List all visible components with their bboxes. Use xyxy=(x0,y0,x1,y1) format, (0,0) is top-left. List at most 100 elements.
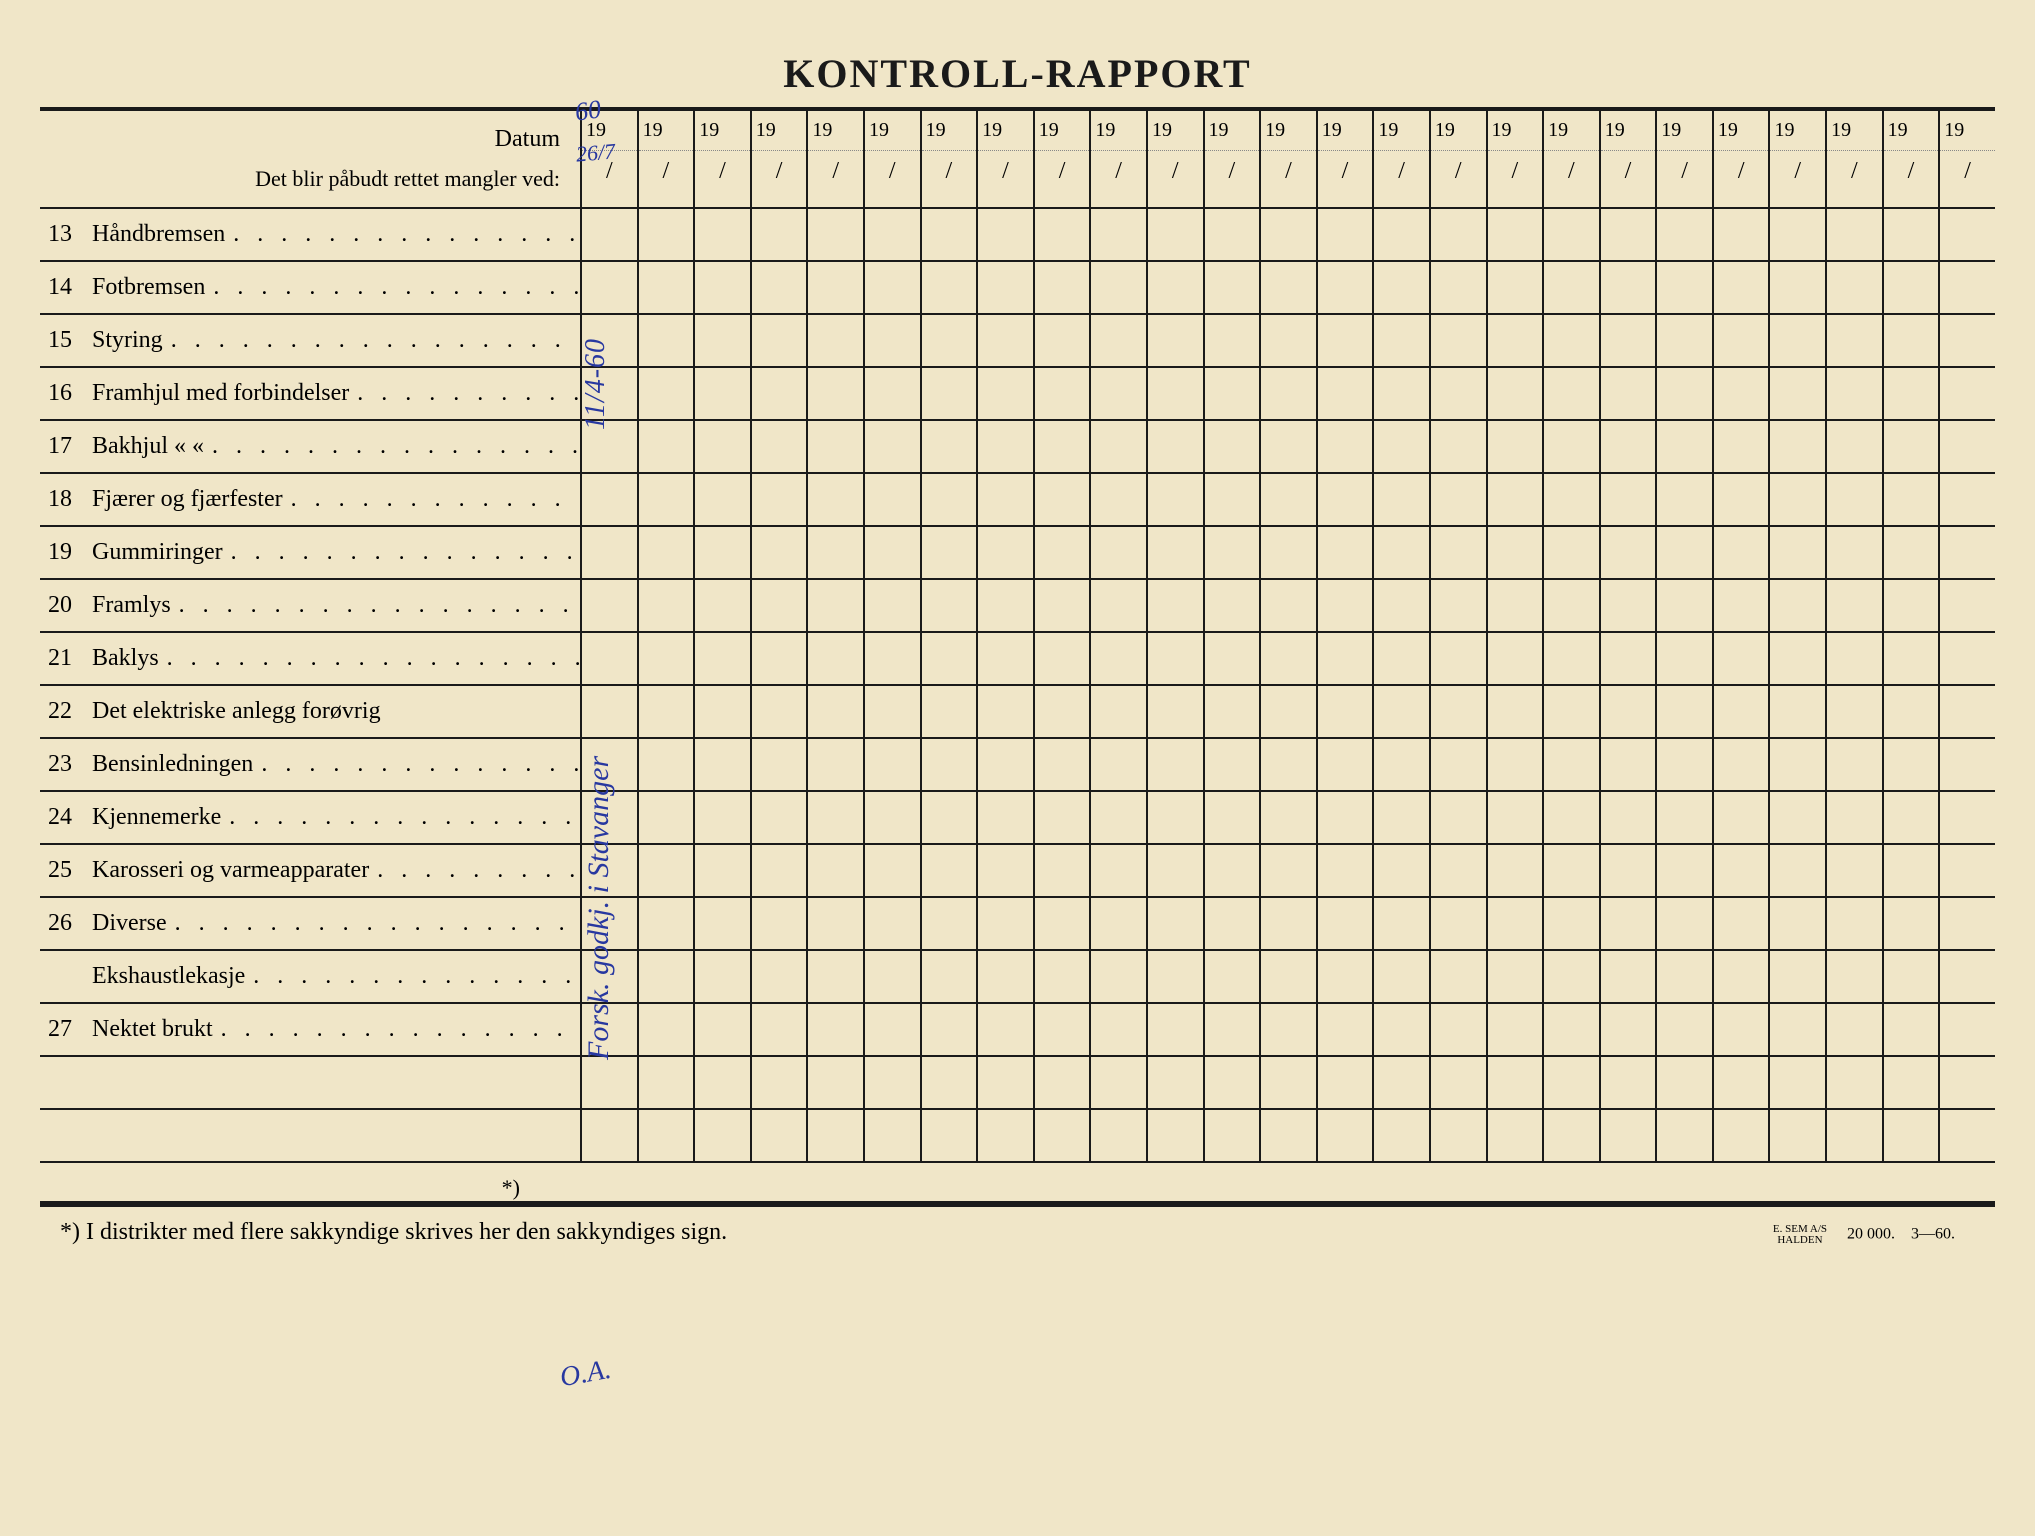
table-row: 22Det elektriske anlegg forøvrig xyxy=(40,686,1995,739)
grid-cell xyxy=(1259,951,1316,1002)
grid-cell xyxy=(1486,527,1543,578)
grid-cell xyxy=(750,1110,807,1161)
grid-cell xyxy=(693,845,750,896)
date-column: 19/ xyxy=(1938,111,1995,207)
row-label: 23Bensinledningen . . . . . . . . . . . … xyxy=(40,739,580,790)
grid-cell xyxy=(693,527,750,578)
grid-cell xyxy=(1089,209,1146,260)
grid-cell xyxy=(1372,315,1429,366)
grid-cell xyxy=(1542,1057,1599,1108)
row-label: 16Framhjul med forbindelser . . . . . . … xyxy=(40,368,580,419)
grid-cell xyxy=(1768,951,1825,1002)
grid-cell xyxy=(1259,1057,1316,1108)
grid-cell xyxy=(1033,421,1090,472)
row-cells xyxy=(580,209,1995,260)
grid-cell xyxy=(1542,1110,1599,1161)
footnote-marker-row: *) xyxy=(40,1163,1995,1203)
grid-cell xyxy=(1146,898,1203,949)
grid-cell xyxy=(1768,633,1825,684)
grid-cell xyxy=(1259,633,1316,684)
year-cell: 19 xyxy=(1770,111,1825,151)
grid-cell xyxy=(750,792,807,843)
grid-cell xyxy=(1768,315,1825,366)
grid-cell xyxy=(1259,898,1316,949)
row-number: 18 xyxy=(48,486,92,513)
table-row: 26Diverse . . . . . . . . . . . . . . . … xyxy=(40,898,1995,951)
grid-cell xyxy=(1486,315,1543,366)
grid-cell xyxy=(806,739,863,790)
row-cells xyxy=(580,633,1995,684)
grid-cell xyxy=(1768,1004,1825,1055)
row-cells xyxy=(580,845,1995,896)
grid-cell xyxy=(1655,474,1712,525)
grid-cell xyxy=(1712,209,1769,260)
grid-cell xyxy=(580,1110,637,1161)
grid-cell xyxy=(1203,951,1260,1002)
grid-cell xyxy=(806,1110,863,1161)
date-column: 19/ xyxy=(580,111,637,207)
grid-cell xyxy=(1825,951,1882,1002)
grid-cell xyxy=(920,951,977,1002)
grid-cell xyxy=(1542,368,1599,419)
row-number: 13 xyxy=(48,221,92,248)
grid-cell xyxy=(1316,421,1373,472)
grid-cell xyxy=(1203,368,1260,419)
grid-cell xyxy=(1599,1004,1656,1055)
grid-cell xyxy=(693,792,750,843)
grid-cell xyxy=(1089,315,1146,366)
grid-cell xyxy=(1825,845,1882,896)
row-cells xyxy=(580,262,1995,313)
grid-cell xyxy=(1429,421,1486,472)
grid-cell xyxy=(920,686,977,737)
grid-cell xyxy=(1203,1110,1260,1161)
row-number: 16 xyxy=(48,380,92,407)
year-cell: 19 xyxy=(1657,111,1712,151)
row-label: 20Framlys . . . . . . . . . . . . . . . … xyxy=(40,580,580,631)
datum-label: Datum xyxy=(40,119,568,159)
grid-cell xyxy=(1316,580,1373,631)
grid-cell xyxy=(1768,527,1825,578)
grid-cell xyxy=(1542,633,1599,684)
year-cell: 19 xyxy=(1035,111,1090,151)
row-text: Framhjul med forbindelser xyxy=(92,380,349,407)
grid-cell xyxy=(1033,1004,1090,1055)
slash-cell: / xyxy=(1827,151,1882,191)
grid-cell xyxy=(1825,792,1882,843)
grid-cell xyxy=(1938,1057,1995,1108)
grid-cell xyxy=(863,633,920,684)
table-row: Ekshaustlekasje . . . . . . . . . . . . … xyxy=(40,951,1995,1004)
row-cells xyxy=(580,421,1995,472)
grid-cell xyxy=(637,633,694,684)
table-row: 23Bensinledningen . . . . . . . . . . . … xyxy=(40,739,1995,792)
grid-cell xyxy=(1486,633,1543,684)
slash-cell: / xyxy=(1374,151,1429,191)
grid-cell xyxy=(1882,474,1939,525)
grid-cell xyxy=(750,315,807,366)
grid-cell xyxy=(1542,845,1599,896)
grid-cell xyxy=(976,262,1033,313)
grid-cell xyxy=(1542,262,1599,313)
grid-cell xyxy=(1655,633,1712,684)
row-label: Ekshaustlekasje . . . . . . . . . . . . … xyxy=(40,951,580,1002)
leader-dots: . . . . . . . . . . . . . . . . . . . . … xyxy=(204,433,580,460)
row-text: Gummiringer xyxy=(92,539,223,566)
year-cell: 19 xyxy=(1374,111,1429,151)
grid-cell xyxy=(976,686,1033,737)
grid-cell xyxy=(976,739,1033,790)
grid-cell xyxy=(693,1110,750,1161)
grid-cell xyxy=(976,845,1033,896)
grid-cell xyxy=(1089,474,1146,525)
grid-cell xyxy=(1882,633,1939,684)
table-row: 19Gummiringer . . . . . . . . . . . . . … xyxy=(40,527,1995,580)
grid-cell xyxy=(1712,1004,1769,1055)
grid-cell xyxy=(1259,209,1316,260)
row-cells xyxy=(580,792,1995,843)
grid-cell xyxy=(1882,209,1939,260)
grid-cell xyxy=(863,209,920,260)
grid-cell xyxy=(580,527,637,578)
leader-dots: . . . . . . . . . . . . . . . . . . . . … xyxy=(171,592,580,619)
grid-cell xyxy=(1372,898,1429,949)
grid-cell xyxy=(1938,1004,1995,1055)
rows-section: 13Håndbremsen . . . . . . . . . . . . . … xyxy=(40,209,1995,1163)
grid-cell xyxy=(1655,262,1712,313)
